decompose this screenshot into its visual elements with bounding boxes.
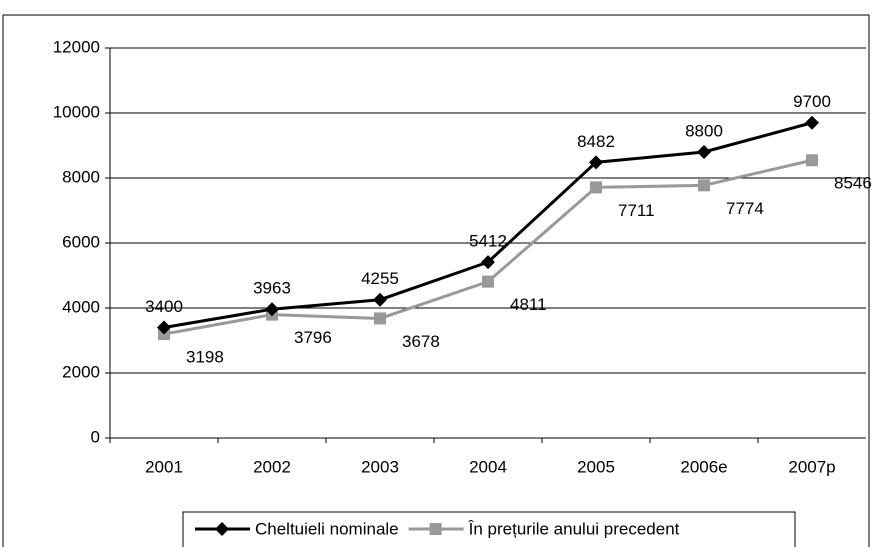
- data-label: 8546: [834, 174, 872, 193]
- data-label: 3678: [402, 332, 440, 351]
- y-tick-label: 4000: [62, 297, 100, 316]
- legend: Cheltuieli nominale În prețurile anului p…: [182, 511, 796, 547]
- legend-label: În prețurile anului precedent: [468, 519, 680, 538]
- y-tick-label: 8000: [62, 167, 100, 186]
- marks: 3198 3796 3678 4811 7711 7774 8546 3400 3963 4255…: [145, 92, 872, 366]
- marker: [482, 275, 494, 288]
- data-label: 3796: [294, 328, 332, 347]
- data-label: 9700: [793, 92, 831, 111]
- data-label: 7774: [726, 199, 764, 218]
- marker: [374, 312, 386, 325]
- data-label: 8482: [577, 132, 615, 151]
- marker: [481, 255, 495, 270]
- marker: [805, 115, 819, 130]
- data-label: 4255: [361, 269, 399, 288]
- marker: [265, 302, 279, 317]
- x-tick-label: 2002: [253, 457, 291, 476]
- y-tick-label: 10000: [53, 102, 100, 121]
- legend-box: [182, 511, 796, 547]
- marker: [215, 522, 229, 536]
- marker: [806, 154, 818, 167]
- x-tick-label: 2004: [469, 457, 507, 476]
- legend-label: Cheltuieli nominale: [255, 519, 399, 538]
- x-tick-label: 2006e: [680, 457, 727, 476]
- y-tick-label: 12000: [53, 37, 100, 56]
- x-tick-label: 2003: [361, 457, 399, 476]
- data-label: 3963: [253, 279, 291, 298]
- marker: [590, 181, 602, 194]
- x-tick-label: 2005: [577, 457, 615, 476]
- y-tick-label: 2000: [62, 362, 100, 381]
- y-tick-label: 6000: [62, 232, 100, 251]
- data-label: 4811: [510, 295, 547, 314]
- marker: [698, 179, 710, 192]
- y-tick-label: 0: [91, 427, 100, 446]
- marker: [429, 523, 442, 535]
- data-label: 7711: [618, 201, 655, 220]
- marker: [373, 292, 387, 307]
- x-tick-label: 2001: [145, 457, 183, 476]
- marker: [589, 155, 603, 170]
- data-label: 3198: [186, 348, 224, 367]
- marker: [157, 320, 171, 335]
- marker: [697, 145, 711, 159]
- data-label: 3400: [145, 297, 183, 316]
- data-label: 8800: [685, 121, 723, 140]
- grid: 0 2000 4000 6000 8000 10000 12000 2001 2002 2003 2…: [53, 37, 866, 476]
- data-label: 5412: [469, 232, 507, 251]
- x-tick-label: 2007p: [788, 457, 835, 476]
